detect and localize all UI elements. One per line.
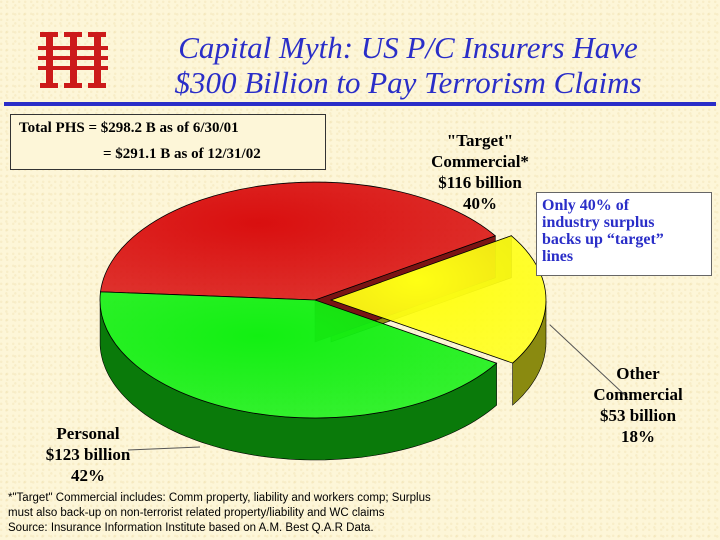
slice-label-other-commercial: Other Commercial $53 billion 18% — [578, 363, 698, 447]
footnote-source: Source: Insurance Information Institute … — [8, 522, 374, 534]
target-label-percent: 40% — [463, 194, 497, 213]
other-label-value: $53 billion — [599, 406, 677, 425]
target-label-line-2: Commercial* — [431, 152, 529, 171]
footnote-line-2: must also back-up on non-terrorist relat… — [8, 507, 385, 519]
note-line-1: Only 40% of — [542, 197, 630, 214]
personal-label-line-1: Personal — [56, 424, 120, 443]
title-line-2: $300 Billion to Pay Terrorism Claims — [174, 65, 642, 100]
footnote-line-1: *"Target" Commercial includes: Comm prop… — [8, 492, 431, 504]
leader-line-other-commercial — [549, 324, 629, 399]
pie-slice-personal — [99, 291, 498, 419]
personal-label-percent: 42% — [71, 466, 105, 485]
leader-line-personal — [127, 446, 201, 451]
slice-label-personal: Personal $123 billion 42% — [26, 423, 150, 486]
phs-summary-box: Total PHS = $298.2 B as of 6/30/01 = $29… — [10, 114, 326, 170]
other-label-percent: 18% — [621, 427, 655, 446]
target-label-line-1: "Target" — [446, 131, 514, 150]
surplus-note-box: Only 40% of industry surplus backs up “t… — [536, 192, 712, 276]
pie-slice-other-commercial — [329, 235, 547, 364]
phs-line-1: Total PHS = $298.2 B as of 6/30/01 — [19, 120, 239, 136]
slice-label-target-commercial: "Target" Commercial* $116 billion 40% — [418, 130, 542, 214]
phs-line-2: = $291.1 B as of 12/31/02 — [103, 146, 261, 162]
title-line-1: Capital Myth: US P/C Insurers Have — [178, 30, 638, 65]
title-underline — [4, 102, 716, 106]
note-line-3: backs up “target” — [542, 231, 664, 248]
target-label-value: $116 billion — [438, 173, 522, 192]
other-label-line-1: Other — [616, 364, 660, 383]
pie-slice-target-commercial — [100, 181, 497, 301]
personal-label-value: $123 billion — [45, 445, 131, 464]
iii-logo-icon — [38, 32, 108, 88]
note-line-4: lines — [542, 248, 574, 265]
page-title: Capital Myth: US P/C Insurers Have $300 … — [118, 30, 698, 100]
other-label-line-2: Commercial — [593, 385, 683, 404]
footnote: *"Target" Commercial includes: Comm prop… — [8, 491, 568, 536]
note-line-2: industry surplus — [542, 214, 655, 231]
